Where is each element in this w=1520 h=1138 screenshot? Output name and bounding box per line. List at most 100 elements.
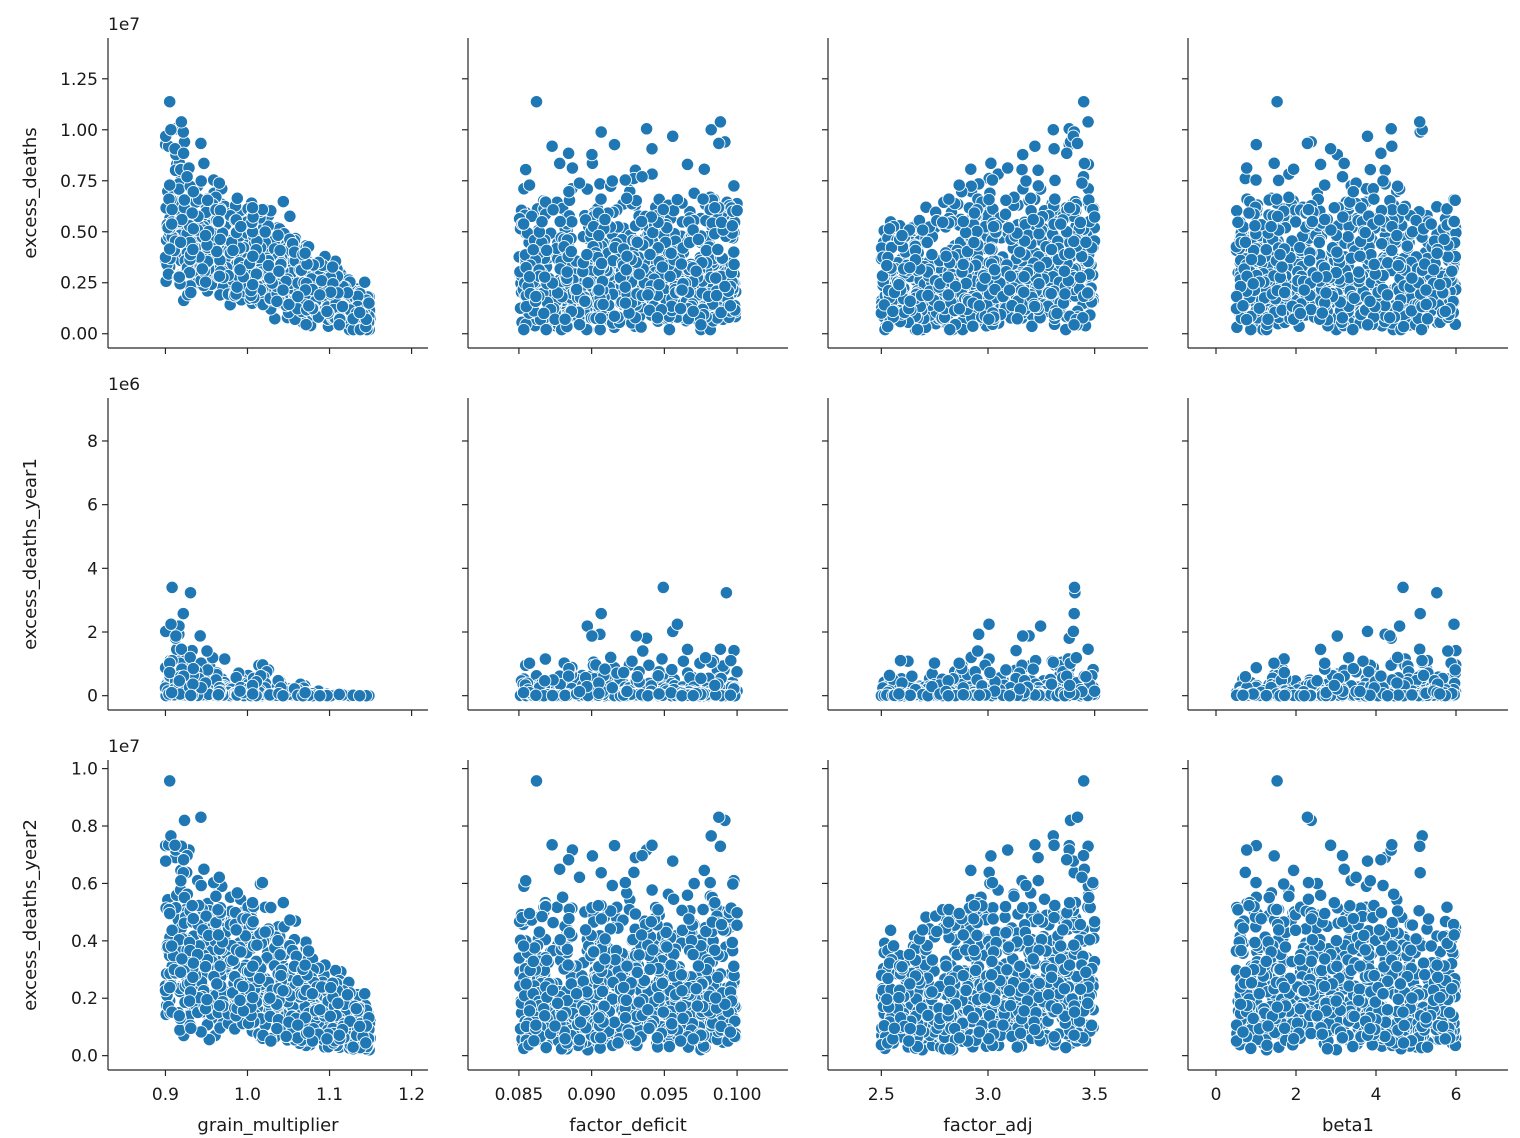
scatter-point [1305,214,1320,229]
scatter-point [1270,95,1284,109]
scatter-point [1270,192,1284,206]
scatter-point [1242,206,1256,220]
scatter-point [173,235,188,249]
scatter-point [712,136,726,151]
scatter-point [1230,204,1244,218]
scatter-point [625,654,639,668]
scatter-point [1390,179,1405,193]
scatter-point [652,277,666,292]
scatter-point [1079,235,1093,249]
scatter-point [1358,225,1372,240]
scatter-point [1275,260,1289,274]
scatter-point [619,263,633,277]
scatter-point [165,202,179,217]
scatter-point [565,215,579,229]
scatter-point [535,215,549,229]
scatter-point [180,170,194,184]
scatter-point [1337,156,1351,171]
panel-r0-c3 [1182,38,1508,354]
scatter-point [645,142,659,156]
scatter-point [664,246,678,260]
scatter-point [1010,312,1024,326]
scatter-point [213,203,228,218]
scatter-point [1028,139,1042,153]
scatter-point [1261,312,1275,326]
scatter-point [183,586,198,600]
scatter-point [1075,176,1089,190]
scatter-point [1032,260,1046,274]
scatter-point [982,312,996,326]
panel-r0-c1 [462,38,788,354]
scatter-point [1385,243,1399,258]
scatter-point [650,311,665,325]
scatter-point [517,322,531,337]
scatter-point [519,162,533,177]
scatter-point [163,242,177,256]
y-offset-label: 1e7 [108,15,140,35]
scatter-point [218,652,232,666]
scatter-point [1427,263,1441,277]
scatter-point [234,219,248,234]
scatter-point [1448,193,1462,207]
scatter-point [362,296,376,310]
scatter-point [1363,162,1377,177]
scatter-point [696,192,710,206]
scatter-point [709,271,723,285]
scatter-point [1003,269,1018,283]
scatter-point [666,129,680,143]
scatter-point [620,191,634,205]
scatter-point [1391,258,1405,273]
scatter-point [952,178,966,192]
scatter-point [585,147,599,162]
scatter-point [1301,202,1316,217]
scatter-point [1385,139,1399,153]
scatter-point [526,243,540,257]
scatter-point [1327,201,1341,215]
scatter-point [594,125,608,139]
scatter-point [276,283,290,297]
scatter-point [895,228,909,243]
scatter-point [291,289,305,304]
scatter-point [686,304,700,319]
scatter-point [1246,277,1260,291]
scatter-point [233,263,247,277]
scatter-point [174,115,189,129]
scatter-point [246,249,260,263]
scatter-point [1445,264,1459,278]
scatter-point [1267,156,1281,170]
scatter-point [1374,146,1388,160]
scatter-point [1310,270,1324,284]
scatter-point [169,629,183,643]
scatter-point [1430,246,1444,260]
scatter-point [964,162,978,176]
scatter-point [212,176,226,190]
scatter-point [186,242,200,257]
scatter-point [184,285,198,300]
scatter-point [1057,264,1072,278]
scatter-point [1073,215,1088,230]
scatter-point [618,296,633,310]
scatter-point [163,95,177,109]
scatter-point [562,185,576,199]
scatter-point [680,642,695,657]
scatter-point [176,146,191,160]
scatter-point [598,212,612,227]
scatter-point [1031,179,1045,193]
scatter-point [592,283,606,297]
scatter-point [941,288,955,302]
scatter-point [529,95,544,109]
scatter-point [982,192,996,207]
scatter-point [198,228,213,243]
scatter-point [596,297,610,312]
y-tick-label: 0.50 [60,223,98,243]
scatter-point [1017,270,1031,284]
scatter-point [967,206,982,220]
scatter-point [1400,239,1414,253]
scatter-point [1360,318,1375,332]
scatter-point [1081,115,1095,129]
scatter-point [172,674,186,688]
scatter-point [186,222,200,236]
scatter-point [272,264,286,278]
scatter-point [1031,163,1045,177]
